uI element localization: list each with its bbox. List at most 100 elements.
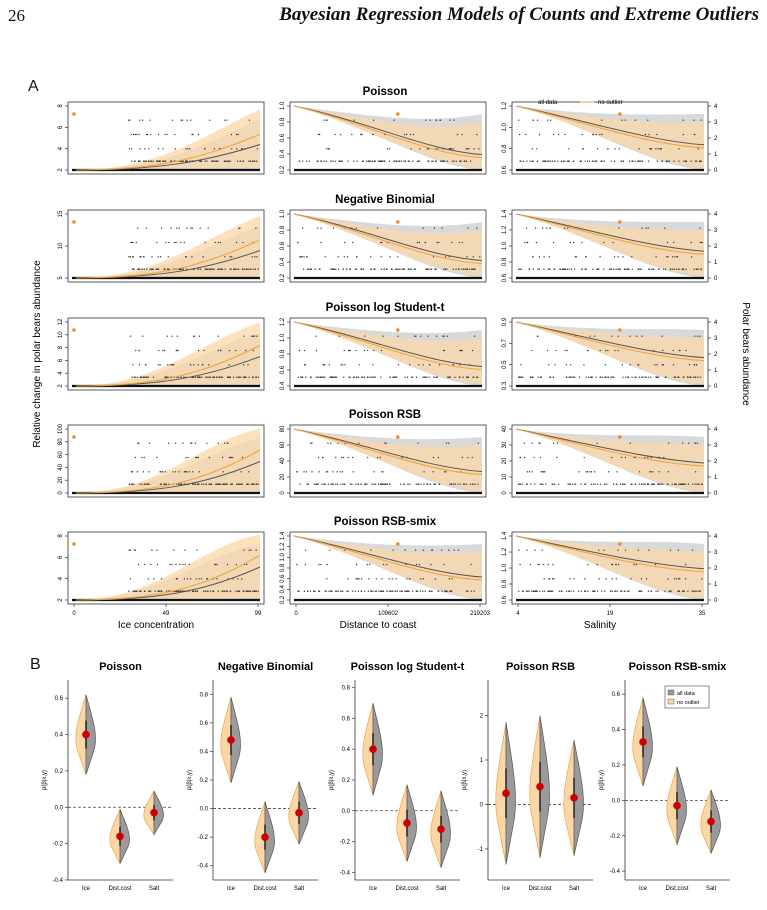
count-tick (426, 483, 429, 485)
count-tick (169, 563, 171, 566)
running-title: Bayesian Regression Models of Counts and… (279, 4, 759, 25)
count-tick (434, 483, 436, 485)
count-tick (642, 376, 644, 378)
count-tick (618, 227, 620, 229)
count-tick (198, 471, 200, 473)
count-tick (548, 578, 550, 580)
count-tick (236, 268, 238, 270)
count-tick (469, 483, 471, 485)
count-tick (598, 549, 600, 551)
count-tick (561, 590, 563, 592)
count-tick (175, 349, 177, 352)
count-tick (470, 563, 472, 566)
y-tick-label: 0.8 (280, 225, 286, 234)
count-tick (696, 364, 698, 366)
count-tick (234, 268, 236, 270)
count-tick (137, 268, 139, 270)
count-tick (418, 364, 420, 366)
count-tick (464, 268, 466, 270)
count-tick (701, 483, 703, 485)
count-tick (342, 456, 345, 459)
count-tick (592, 590, 594, 592)
count-tick (690, 376, 692, 378)
count-tick (552, 563, 554, 566)
count-tick (474, 335, 476, 337)
count-tick (558, 133, 560, 136)
ci-band-no-outlier (76, 322, 260, 386)
count-tick (425, 268, 427, 270)
count-tick (183, 376, 185, 378)
count-tick (597, 148, 599, 150)
count-tick (691, 549, 694, 551)
count-tick (396, 590, 398, 592)
count-tick (428, 160, 430, 162)
count-tick (129, 549, 131, 551)
count-tick (380, 268, 382, 270)
count-tick (257, 483, 259, 485)
count-tick (647, 590, 649, 592)
count-tick (305, 471, 307, 473)
count-tick (693, 119, 695, 121)
count-tick (653, 483, 655, 485)
count-tick (553, 241, 555, 244)
count-tick (632, 160, 634, 162)
count-tick (685, 268, 687, 270)
count-tick (223, 483, 225, 485)
count-tick (601, 133, 603, 136)
count-tick (176, 590, 178, 592)
count-tick (539, 442, 541, 444)
count-tick (193, 376, 195, 378)
violin-half-all-data (505, 722, 516, 865)
count-tick (191, 442, 193, 444)
count-tick (370, 590, 372, 592)
count-tick (526, 160, 528, 162)
count-tick (131, 268, 134, 270)
count-tick (655, 590, 657, 592)
count-tick (648, 160, 650, 162)
count-tick (361, 590, 363, 592)
count-tick (601, 119, 603, 121)
count-tick (242, 376, 244, 378)
count-tick (331, 376, 333, 378)
y-tick-label: 0.4 (280, 585, 286, 594)
count-tick (574, 376, 576, 378)
count-tick (152, 160, 154, 162)
count-tick (197, 268, 200, 270)
count-tick (693, 364, 696, 366)
count-tick (326, 119, 328, 121)
fit-line-all-data (515, 321, 705, 359)
count-tick (183, 483, 185, 485)
count-tick (132, 471, 134, 473)
count-tick (434, 483, 437, 485)
count-tick (543, 160, 545, 162)
count-tick (656, 160, 658, 162)
count-tick (459, 160, 461, 162)
count-tick (614, 590, 616, 592)
count-tick (381, 160, 383, 162)
right-tick-label: 1 (714, 475, 718, 481)
count-tick (131, 471, 133, 473)
posterior-mean-point (502, 789, 510, 798)
count-tick (320, 227, 322, 229)
fit-line-no-outlier (75, 133, 261, 171)
count-tick (690, 160, 692, 162)
y-tick-label: 0 (480, 802, 484, 808)
count-tick (549, 268, 551, 270)
count-tick (694, 133, 696, 136)
fit-line-no-outlier (515, 535, 705, 573)
count-tick (207, 268, 209, 270)
count-tick (315, 335, 317, 337)
count-tick (541, 549, 543, 551)
plot-frame (67, 101, 265, 175)
count-tick (166, 590, 168, 592)
right-tick-label: 3 (714, 228, 718, 234)
posterior-mean-point (82, 730, 90, 739)
y-tick-label: 0.8 (280, 563, 286, 572)
count-tick (186, 268, 188, 270)
outlier-point (72, 112, 76, 116)
count-tick (551, 590, 553, 592)
count-tick (185, 376, 187, 378)
count-tick (641, 160, 643, 162)
